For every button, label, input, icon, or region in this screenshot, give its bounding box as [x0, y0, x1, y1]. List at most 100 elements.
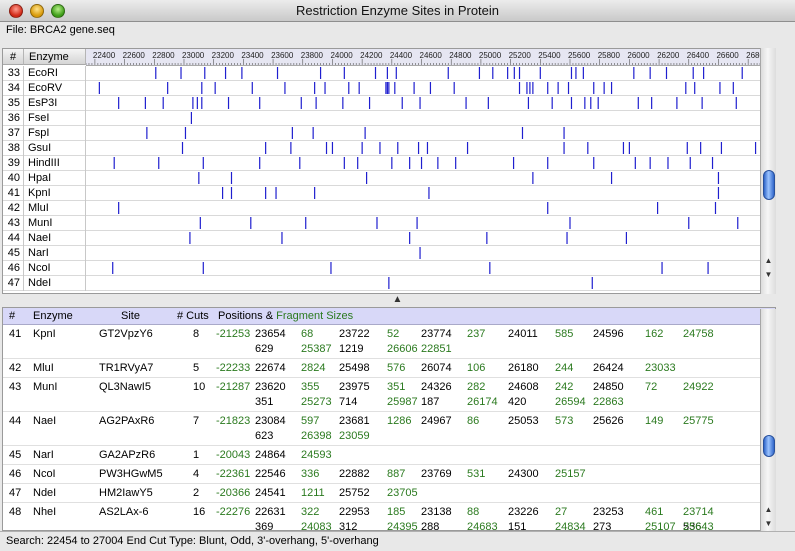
scroll-up-arrow-icon[interactable]: ▲ [764, 505, 773, 514]
enzyme-row[interactable]: 37 FspI [3, 126, 775, 141]
row-number: 45 [3, 246, 24, 261]
pane-splitter[interactable]: ▲ [0, 294, 795, 308]
lower-scrollbar[interactable]: ▲ ▼ [760, 309, 776, 531]
fragment-size: 25775 [683, 415, 714, 427]
column-header-number[interactable]: # [3, 49, 24, 65]
detail-row[interactable]: 41 KpnI GT2VpzY6 8 -21253 23654 68 23722 52 23774… [3, 325, 763, 359]
enzyme-name: NdeI [24, 276, 86, 291]
enzyme-row[interactable]: 40 HpaI [3, 171, 775, 186]
fragment-size: -21253 [216, 328, 251, 340]
site-sequence: GA2APzR6 [99, 449, 156, 461]
column-header-enzyme[interactable]: Enzyme [24, 49, 86, 65]
close-window-button[interactable] [9, 4, 23, 18]
enzyme-row[interactable]: 42 MluI [3, 201, 775, 216]
enzyme-row[interactable]: 33 EcoRI [3, 66, 775, 81]
enzyme-row[interactable]: 47 NdeI [3, 276, 775, 291]
enzyme-name: FspI [24, 126, 86, 141]
cut-position: 420 [508, 396, 527, 408]
fragment-size: 24083 [301, 521, 332, 531]
upper-scroll-thumb[interactable] [763, 170, 775, 200]
enzyme-row[interactable]: 39 HindIII [3, 156, 775, 171]
enzyme-name: MunI [33, 381, 58, 393]
column-header-number[interactable]: # [9, 310, 16, 322]
enzyme-row[interactable]: 36 FseI [3, 111, 775, 126]
row-number: 46 [9, 468, 22, 480]
ruler-tick-label: 24800 [449, 51, 472, 60]
fragment-size: 25157 [555, 468, 586, 480]
enzyme-name: NaeI [33, 415, 57, 427]
zoom-window-button[interactable] [51, 4, 65, 18]
column-header-cuts[interactable]: # Cuts [177, 310, 209, 322]
column-header-enzyme[interactable]: Enzyme [33, 310, 73, 322]
fragment-size: 24922 [683, 381, 714, 393]
fragments-label: Fragment Sizes [276, 310, 354, 322]
upper-scrollbar[interactable]: ▲ ▼ [760, 48, 776, 294]
scroll-down-arrow-icon[interactable]: ▼ [764, 519, 773, 528]
cut-position: 25498 [339, 362, 370, 374]
enzyme-row[interactable]: 46 NcoI [3, 261, 775, 276]
detail-row[interactable]: 43 MunI QL3NawI5 10 -21287 23620 355 23975 351 24… [3, 378, 763, 412]
enzyme-row[interactable]: 35 EsP3I [3, 96, 775, 111]
detail-row[interactable]: 48 NheI AS2LAx-6 16 -22276 22631 322 22953 185 23… [3, 503, 763, 531]
detail-row[interactable]: 45 NarI GA2APzR6 1 -20043 24864 24593 [3, 446, 763, 465]
row-number: 35 [3, 96, 24, 111]
enzyme-row[interactable]: 41 KpnI [3, 186, 775, 201]
fragment-size: 26398 [301, 430, 332, 442]
fragment-size: 185 [387, 506, 406, 518]
cut-position: 26424 [593, 362, 624, 374]
row-number: 34 [3, 81, 24, 96]
enzyme-detail-table[interactable]: # Enzyme Site # Cuts Positions & Fragmen… [2, 307, 776, 531]
enzyme-name: GsuI [24, 141, 86, 156]
fragment-size: -22361 [216, 468, 251, 480]
lower-scroll-thumb[interactable] [763, 435, 775, 457]
fragment-size: 576 [387, 362, 406, 374]
cut-position: 24850 [593, 381, 624, 393]
site-sequence: HM2IawY5 [99, 487, 153, 499]
cut-position: 23681 [339, 415, 370, 427]
site-sequence: PW3HGwM5 [99, 468, 163, 480]
row-number: 36 [3, 111, 24, 126]
scroll-up-arrow-icon[interactable]: ▲ [764, 256, 773, 265]
row-number: 40 [3, 171, 24, 186]
fragment-size: 23033 [645, 362, 676, 374]
row-number: 42 [3, 201, 24, 216]
row-number: 37 [3, 126, 24, 141]
site-map-table[interactable]: # Enzyme 22400 22600 22800 23000 23200 23400 2… [2, 48, 776, 294]
ruler-tick-label: 22400 [93, 51, 116, 60]
ruler-tick-label: 26000 [627, 51, 650, 60]
fragment-size: 531 [467, 468, 486, 480]
fragment-size: 23714 [683, 506, 714, 518]
enzyme-name: NcoI [24, 261, 86, 276]
cut-position: 23722 [339, 328, 370, 340]
detail-row[interactable]: 47 NdeI HM2IawY5 2 -20366 24541 1211 25752 23705 [3, 484, 763, 503]
detail-row[interactable]: 44 NaeI AG2PAxR6 7 -21823 23084 597 23681 1286 24… [3, 412, 763, 446]
cut-count: 8 [193, 328, 200, 340]
enzyme-name: HindIII [24, 156, 86, 171]
cut-position: 23620 [255, 381, 286, 393]
enzyme-row[interactable]: 43 MunI [3, 216, 775, 231]
fragment-size: 25387 [301, 343, 332, 355]
cut-count: 16 [193, 506, 206, 518]
enzyme-row[interactable]: 34 EcoRV [3, 81, 775, 96]
column-header-positions[interactable]: Positions & Fragment Sizes [218, 308, 353, 325]
row-number: 47 [3, 276, 24, 291]
fragment-size: 24834 [555, 521, 586, 531]
window-title: Restriction Enzyme Sites in Protein [295, 3, 500, 18]
site-sequence: AG2PAxR6 [99, 415, 155, 427]
enzyme-row[interactable]: 38 GsuI [3, 141, 775, 156]
column-header-site[interactable]: Site [121, 310, 140, 322]
detail-row[interactable]: 42 MluI TR1RVyA7 5 -22233 22674 2824 25498 576 26… [3, 359, 763, 378]
enzyme-row[interactable]: 44 NaeI [3, 231, 775, 246]
detail-row[interactable]: 46 NcoI PW3HGwM5 4 -22361 22546 336 22882 887 237… [3, 465, 763, 484]
cut-position: 22882 [339, 468, 370, 480]
enzyme-name: NaeI [24, 231, 86, 246]
enzyme-name: MunI [24, 216, 86, 231]
ruler-tick-label: 25800 [598, 51, 621, 60]
ruler-tick-label: 23200 [212, 51, 235, 60]
ruler-tick-label: 23600 [271, 51, 294, 60]
minimize-window-button[interactable] [30, 4, 44, 18]
scroll-down-arrow-icon[interactable]: ▼ [764, 270, 773, 279]
site-sequence: QL3NawI5 [99, 381, 151, 393]
enzyme-row[interactable]: 45 NarI [3, 246, 775, 261]
fragment-size: 23705 [387, 487, 418, 499]
